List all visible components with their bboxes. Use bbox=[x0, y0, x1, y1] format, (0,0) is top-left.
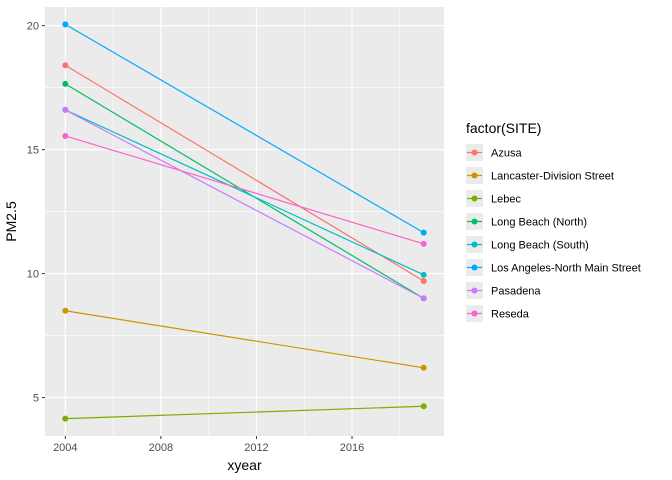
legend-item-long-beach-south: Long Beach (South) bbox=[466, 236, 589, 253]
x-axis-title: xyear bbox=[227, 457, 262, 473]
legend-key-point bbox=[471, 218, 478, 225]
legend-key-point bbox=[471, 172, 478, 179]
series-layer bbox=[62, 21, 427, 422]
series-line-azusa bbox=[64, 64, 425, 282]
series-line-los-angeles-north-main-street bbox=[65, 23, 424, 234]
data-point-lancaster-division-street bbox=[62, 307, 69, 314]
data-point-lebec bbox=[62, 415, 69, 422]
plot-panel bbox=[45, 7, 444, 436]
data-point-pasadena bbox=[420, 295, 427, 302]
legend-items: Azusa Lancaster-Division Street Lebec Long … bbox=[466, 144, 641, 322]
data-point-lancaster-division-street bbox=[420, 364, 427, 371]
minor-gridlines bbox=[45, 7, 444, 436]
x-tick-label: 2016 bbox=[340, 442, 364, 454]
y-tick-label: 20 bbox=[27, 21, 39, 33]
legend-label: Long Beach (South) bbox=[491, 240, 589, 252]
data-point-los-angeles-north-main-street bbox=[62, 21, 69, 28]
series-line-lancaster-division-street bbox=[65, 310, 424, 369]
data-point-los-angeles-north-main-street bbox=[420, 229, 427, 236]
data-point-azusa bbox=[420, 278, 427, 285]
legend-label: Azusa bbox=[491, 148, 522, 160]
legend-key-point bbox=[471, 149, 478, 156]
data-point-lebec bbox=[420, 403, 427, 410]
legend-key-point bbox=[471, 287, 478, 294]
legend-label: Long Beach (North) bbox=[491, 217, 587, 229]
series-line-reseda bbox=[65, 135, 424, 245]
legend: factor(SITE) Azusa Lancaster-Division Str… bbox=[466, 120, 641, 322]
series-line-long-beach-south bbox=[65, 109, 424, 276]
data-point-reseda bbox=[420, 240, 427, 247]
legend-item-azusa: Azusa bbox=[466, 144, 522, 161]
y-tick-label: 5 bbox=[33, 393, 39, 405]
data-point-pasadena bbox=[62, 106, 69, 113]
y-axis-title: PM2.5 bbox=[3, 201, 19, 242]
legend-key-point bbox=[471, 310, 478, 317]
data-point-azusa bbox=[62, 62, 69, 69]
legend-title: factor(SITE) bbox=[466, 120, 541, 136]
x-tick-label: 2008 bbox=[149, 442, 173, 454]
legend-item-reseda: Reseda bbox=[466, 305, 530, 322]
series-line-long-beach-north bbox=[65, 83, 424, 299]
legend-label: Los Angeles-North Main Street bbox=[491, 263, 641, 275]
legend-label: Lebec bbox=[491, 194, 521, 206]
x-tick-label: 2012 bbox=[244, 442, 268, 454]
legend-item-los-angeles-north-main-street: Los Angeles-North Main Street bbox=[466, 259, 641, 276]
y-tick-label: 10 bbox=[27, 269, 39, 281]
legend-item-lebec: Lebec bbox=[466, 190, 521, 207]
axes-layer: 2004 2008 2012 2016 5 10 15 20 bbox=[27, 21, 365, 454]
series-line-lebec bbox=[65, 405, 424, 420]
legend-label: Reseda bbox=[491, 309, 530, 321]
data-point-long-beach-north bbox=[62, 80, 69, 87]
legend-label: Lancaster-Division Street bbox=[491, 171, 614, 183]
legend-item-lancaster-division-street: Lancaster-Division Street bbox=[466, 167, 614, 184]
data-point-long-beach-south bbox=[420, 271, 427, 278]
legend-key-point bbox=[471, 264, 478, 271]
legend-key-point bbox=[471, 241, 478, 248]
legend-key-point bbox=[471, 195, 478, 202]
y-tick-label: 15 bbox=[27, 145, 39, 157]
x-tick-label: 2004 bbox=[53, 442, 77, 454]
legend-label: Pasadena bbox=[491, 286, 541, 298]
data-point-reseda bbox=[62, 132, 69, 139]
legend-item-long-beach-north: Long Beach (North) bbox=[466, 213, 587, 230]
legend-item-pasadena: Pasadena bbox=[466, 282, 541, 299]
series-line-pasadena bbox=[65, 109, 424, 299]
